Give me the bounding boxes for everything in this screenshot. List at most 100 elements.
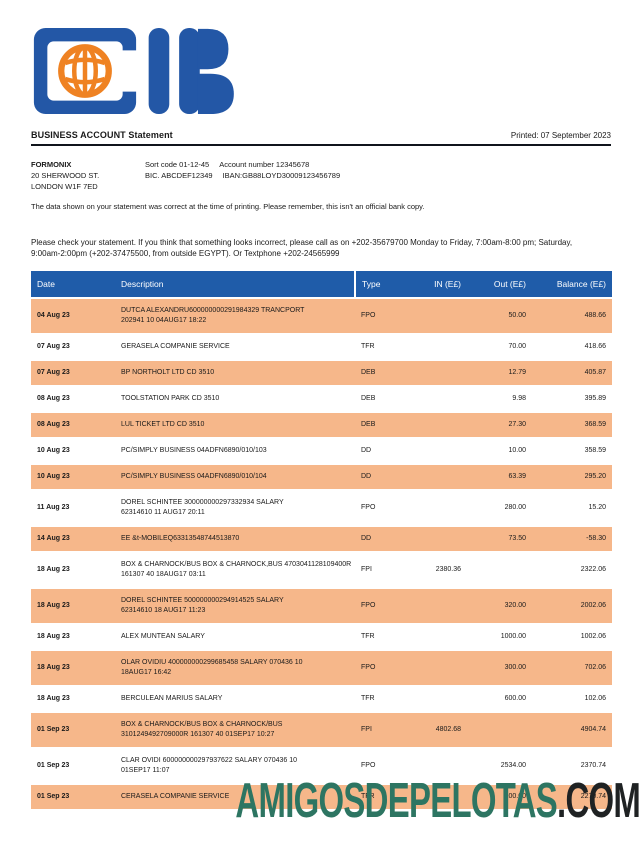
cell-type: DD [361,473,372,480]
cell-type: DD [361,535,372,542]
cell-type: FPI [361,566,372,573]
transaction-row: 18 Aug 23 OLAR OVIDIU 400000000299685458… [31,650,612,686]
transaction-row: 08 Aug 23 LUL TICKET LTD CD 3510 DEB 27.… [31,412,612,438]
globe-icon [58,44,112,98]
cell-out: 1000.00 [500,633,526,640]
transaction-row: 01 Sep 23 CERASELA COMPANIE SERVICE TFR … [31,784,612,810]
cell-description: DOREL SCHINTEE 500000000294914525 SALARY… [121,597,284,614]
cell-type: TFR [361,343,375,350]
cell-balance: 295.20 [584,473,606,480]
cell-type: DEB [361,421,376,428]
cell-in [420,686,467,712]
cell-date: 01 Sep 23 [37,762,70,769]
transaction-row: 10 Aug 23 PC/SIMPLY BUSINESS 04ADFN6890/… [31,438,612,464]
cell-in [420,386,467,412]
cell-date: 18 Aug 23 [37,664,70,671]
table-header: Date Description Type IN (E£) Out (E£) B… [31,271,612,299]
address-line-2: LONDON W1F 7ED [31,182,98,191]
sort-code: Sort code 01-12-45 [145,160,210,169]
cell-out: 280.00 [504,504,526,511]
col-header-description: Description [115,271,355,299]
cell-balance: -58.30 [586,535,606,542]
cell-description: EE &t-MOBILEQ63313548744513870 [121,535,240,542]
transaction-row: 10 Aug 23 PC/SIMPLY BUSINESS 04ADFN6890/… [31,464,612,490]
cell-out [467,712,532,748]
cell-balance: 368.59 [584,421,606,428]
cell-balance: 358.59 [584,447,606,454]
cell-balance: 702.06 [584,664,606,671]
cell-in [420,464,467,490]
cell-date: 01 Sep 23 [37,793,70,800]
cell-out: 27.30 [508,421,526,428]
cell-date: 18 Aug 23 [37,695,70,702]
col-header-type: Type [354,271,420,299]
cell-description: TOOLSTATION PARK CD 3510 [121,395,220,402]
cell-in [420,360,467,386]
title-row: BUSINESS ACCOUNT Statement Printed: 07 S… [31,130,611,140]
col-header-date: Date [31,271,115,299]
account-info-block: FORMONIX 20 SHERWOOD ST. LONDON W1F 7ED … [31,159,611,192]
cell-type: DEB [361,395,376,402]
col-header-balance: Balance (E£) [532,271,612,299]
cell-date: 08 Aug 23 [37,421,70,428]
cell-description: DUTCA ALEXANDRU600000000291984329 TRANCP… [121,307,305,324]
cell-date: 18 Aug 23 [37,633,70,640]
cell-balance: 2002.06 [580,602,606,609]
address-line-1: 20 SHERWOOD ST. [31,171,100,180]
account-numbers: Sort code 01-12-45 Account number 1234567… [145,159,340,192]
cell-type: FPO [361,312,376,319]
transaction-row: 11 Aug 23 DOREL SCHINTEE 300000000297332… [31,490,612,526]
cell-in [420,412,467,438]
cell-type: FPO [361,504,376,511]
cell-in [420,438,467,464]
watermark-tld: .COM [556,771,641,828]
cell-type: FPO [361,664,376,671]
cell-out: 2534.00 [500,762,526,769]
statement-table-body: 04 Aug 23 DUTCA ALEXANDRU600000000291984… [31,298,612,810]
transaction-row: 18 Aug 23 ALEX MUNTEAN SALARY TFR 1000.0… [31,624,612,650]
cell-out: 73.50 [508,535,526,542]
cell-balance: 15.20 [588,504,606,511]
cell-date: 11 Aug 23 [37,504,70,511]
cell-balance: 488.66 [584,312,606,319]
cell-in [420,650,467,686]
printed-date: Printed: 07 September 2023 [510,131,611,140]
cell-date: 07 Aug 23 [37,369,70,376]
cell-type: DEB [361,369,376,376]
watermark-text: AMIGOSDEPELOTAS.COM [235,771,640,829]
cell-description: DOREL SCHINTEE 300000000297332934 SALARY… [121,499,284,516]
account-number: Account number 12345678 [219,160,310,169]
cell-date: 07 Aug 23 [37,343,70,350]
cell-description: BERCULEAN MARIUS SALARY [121,695,223,702]
cell-type: TFR [361,793,375,800]
cell-description: PC/SIMPLY BUSINESS 04ADFN6890/010/103 [121,447,267,454]
cell-description: BOX & CHARNOCK/BUS BOX & CHARNOCK/BUS 310… [121,721,283,738]
transaction-row: 18 Aug 23 DOREL SCHINTEE 500000000294914… [31,588,612,624]
transaction-row: 14 Aug 23 EE &t-MOBILEQ63313548744513870… [31,526,612,552]
cell-in: 2380.36 [435,566,461,573]
sort-account-line: Sort code 01-12-45 Account number 1234567… [145,159,340,170]
transaction-row: 04 Aug 23 DUTCA ALEXANDRU600000000291984… [31,298,612,334]
cell-date: 10 Aug 23 [37,447,70,454]
cell-balance: 102.06 [584,695,606,702]
cell-date: 18 Aug 23 [37,602,70,609]
cell-date: 08 Aug 23 [37,395,70,402]
transaction-row: 01 Sep 23 CLAR OVIDI 600000000297937622 … [31,748,612,784]
cell-out: 300.00 [504,664,526,671]
cell-out: 10.00 [508,447,526,454]
cell-balance: 2270.74 [580,793,606,800]
header-divider [31,144,611,146]
cell-balance: 395.89 [584,395,606,402]
transaction-row: 07 Aug 23 BP NORTHOLT LTD CD 3510 DEB 12… [31,360,612,386]
cell-balance: 2322.06 [580,566,606,573]
cell-description: CLAR OVIDI 600000000297937622 SALARY 070… [121,757,298,774]
transactions-table: Date Description Type IN (E£) Out (E£) B… [31,271,612,811]
cell-description: BOX & CHARNOCK/BUS BOX & CHARNOCK,BUS 47… [121,561,352,578]
cell-balance: 4904.74 [580,726,606,733]
cell-out: 12.79 [508,369,526,376]
cell-type: TFR [361,633,375,640]
cell-description: ALEX MUNTEAN SALARY [121,633,205,640]
cell-out: 63.39 [508,473,526,480]
cell-balance: 418.66 [584,343,606,350]
